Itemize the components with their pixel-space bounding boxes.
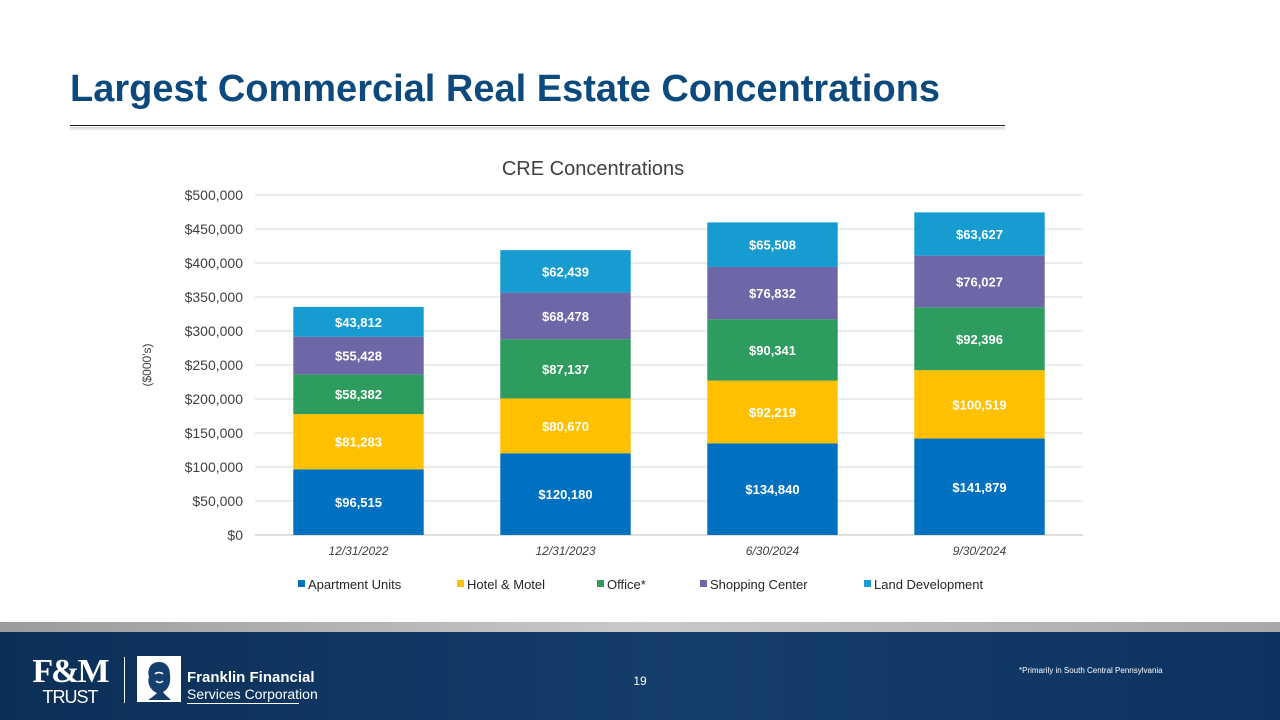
x-tick-label: 12/31/2023 [535, 544, 595, 558]
data-label: $87,137 [542, 362, 589, 377]
fm-logo-mark: F&M [32, 653, 109, 690]
y-tick-label: $150,000 [185, 425, 244, 441]
bar-segment [500, 339, 631, 399]
legend-label: Land Development [874, 577, 984, 592]
data-label: $81,283 [335, 435, 382, 450]
bars: $96,515 $81,283 $58,382 $55,428 $43,812 $120,… [293, 212, 1045, 535]
data-label: $90,341 [749, 343, 796, 358]
data-label: $100,519 [952, 397, 1006, 412]
company-name-underline [187, 703, 299, 704]
title-divider [70, 125, 1005, 126]
data-label: $68,478 [542, 309, 589, 324]
y-tick-label: $300,000 [185, 323, 244, 339]
legend: Apartment Units Hotel & Motel Office* Shopp… [298, 577, 984, 592]
page-title: Largest Commercial Real Estate Concentra… [70, 68, 941, 110]
data-label: $76,027 [956, 274, 1003, 289]
data-label: $65,508 [749, 238, 796, 253]
chart-title: CRE Concentrations [502, 158, 684, 180]
y-tick-label: $400,000 [185, 255, 244, 271]
data-label: $58,382 [335, 387, 382, 402]
data-label: $134,840 [745, 482, 799, 497]
legend-label: Office* [607, 577, 646, 592]
bar-segment [707, 222, 838, 267]
bar-segment [293, 306, 424, 337]
y-tick-label: $100,000 [185, 459, 244, 475]
data-label: $62,439 [542, 264, 589, 279]
legend-swatch [864, 580, 871, 587]
y-tick-label: $500,000 [185, 187, 244, 203]
fm-trust-logo: F&M TRUST [28, 653, 112, 707]
bar-segment [707, 380, 838, 444]
data-label: $96,515 [335, 495, 382, 510]
bar-segment [500, 453, 631, 535]
data-label: $63,627 [956, 227, 1003, 242]
y-tick-label: $200,000 [185, 391, 244, 407]
data-label: $80,670 [542, 419, 589, 434]
bar-segment [914, 255, 1045, 308]
bar-segment [707, 443, 838, 535]
footer-bar [0, 632, 1280, 720]
bar-segment [914, 307, 1045, 371]
x-tick-label: 9/30/2024 [953, 544, 1007, 558]
bar-segment [293, 374, 424, 415]
bar-segment [707, 319, 838, 381]
legend-swatch [700, 580, 707, 587]
bar-segment [500, 398, 631, 454]
x-tick-label: 6/30/2024 [746, 544, 800, 558]
y-axis-label: ($000's) [140, 344, 154, 387]
title-divider-shadow [70, 127, 1005, 131]
bar-segment [293, 414, 424, 470]
legend-label: Hotel & Motel [467, 577, 545, 592]
franklin-portrait-icon [137, 656, 181, 702]
data-label: $92,219 [749, 405, 796, 420]
data-label: $141,879 [952, 480, 1006, 495]
y-tick-label: $50,000 [192, 493, 243, 509]
legend-swatch [597, 580, 604, 587]
x-axis-ticks: 12/31/2022 12/31/2023 6/30/2024 9/30/2024 [328, 544, 1006, 558]
bar-segment [707, 266, 838, 320]
data-label: $92,396 [956, 332, 1003, 347]
cre-concentrations-chart: CRE Concentrations ($000's) $0 $50,000 $10… [140, 158, 1083, 592]
data-label: $120,180 [538, 487, 592, 502]
logo-divider [124, 657, 125, 703]
bar-segment [914, 438, 1045, 535]
y-axis-ticks: $0 $50,000 $100,000 $150,000 $200,000 $250,00… [185, 187, 244, 543]
legend-swatch [457, 580, 464, 587]
bar-segment [293, 469, 424, 535]
bar-segment [914, 212, 1045, 256]
legend-label: Shopping Center [710, 577, 808, 592]
y-tick-label: $0 [227, 527, 243, 543]
bar-segment [914, 370, 1045, 439]
company-name: Franklin Financial Services Corporation [187, 669, 318, 702]
legend-swatch [298, 580, 305, 587]
legend-label: Apartment Units [308, 577, 402, 592]
page-number: 19 [633, 674, 647, 688]
y-tick-label: $250,000 [185, 357, 244, 373]
y-tick-label: $350,000 [185, 289, 244, 305]
bar-segment [293, 336, 424, 375]
data-label: $76,832 [749, 286, 796, 301]
company-name-line2: Services Corporation [187, 686, 318, 702]
x-tick-label: 12/31/2022 [328, 544, 388, 558]
company-name-line1: Franklin Financial [187, 669, 315, 686]
fm-logo-subtext: TRUST [42, 687, 99, 707]
footer-divider-band [0, 622, 1280, 632]
y-tick-label: $450,000 [185, 221, 244, 237]
data-label: $43,812 [335, 315, 382, 330]
bar-segment [500, 292, 631, 340]
footnote: *Primarily in South Central Pennsylvania [1019, 666, 1163, 675]
bar-segment [500, 250, 631, 293]
data-label: $55,428 [335, 349, 382, 364]
